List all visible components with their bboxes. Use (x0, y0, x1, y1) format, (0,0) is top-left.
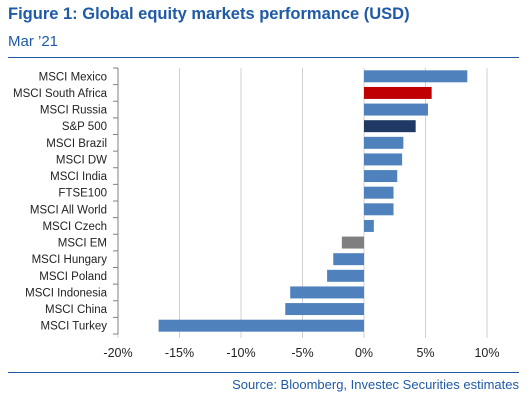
category-label: MSCI Poland (39, 271, 107, 283)
category-label: MSCI Hungary (32, 254, 108, 266)
source-note: Source: Bloomberg, Investec Securities e… (232, 377, 519, 392)
bar (333, 253, 364, 266)
category-label: MSCI Brazil (46, 138, 107, 150)
bar (364, 86, 432, 99)
x-tick-label: 5% (416, 346, 434, 360)
category-label: MSCI Czech (42, 221, 107, 233)
chart-title: Figure 1: Global equity markets performa… (8, 5, 410, 23)
bar (364, 70, 468, 83)
top-divider (8, 57, 519, 58)
category-label: S&P 500 (62, 121, 107, 133)
x-tick-label: 0% (355, 346, 373, 360)
x-tick-label: 10% (474, 346, 499, 360)
bar (364, 170, 398, 183)
x-tick-label: -10% (226, 346, 255, 360)
category-label: MSCI Mexico (39, 71, 107, 83)
category-label: MSCI Indonesia (25, 287, 107, 299)
bar (364, 136, 404, 149)
x-tick-label: -5% (291, 346, 313, 360)
category-label: MSCI All World (30, 204, 107, 216)
category-label: MSCI South Africa (13, 88, 108, 100)
chart-subtitle: Mar ’21 (8, 33, 59, 50)
bar (341, 236, 364, 249)
bar (364, 219, 374, 232)
category-label: MSCI Turkey (41, 321, 108, 333)
bar-chart: MSCI Mexico MSCI South Africa MSCI Russia S… (13, 67, 500, 360)
bottom-divider (8, 372, 519, 373)
category-label: MSCI Russia (40, 105, 108, 117)
category-label: MSCI EM (58, 238, 107, 250)
bar (290, 286, 364, 299)
x-tick-label: -20% (103, 346, 132, 360)
category-label: MSCI DW (56, 154, 107, 166)
bar (285, 303, 364, 316)
bar (158, 319, 364, 332)
bar (364, 120, 416, 133)
category-label: MSCI China (45, 304, 108, 316)
bar (327, 269, 364, 282)
x-tick-label: -15% (165, 346, 194, 360)
category-label: FTSE100 (58, 188, 107, 200)
bar (364, 203, 394, 216)
bar (364, 153, 403, 166)
category-label: MSCI India (50, 171, 107, 183)
bar (364, 186, 394, 199)
bar (364, 103, 428, 116)
